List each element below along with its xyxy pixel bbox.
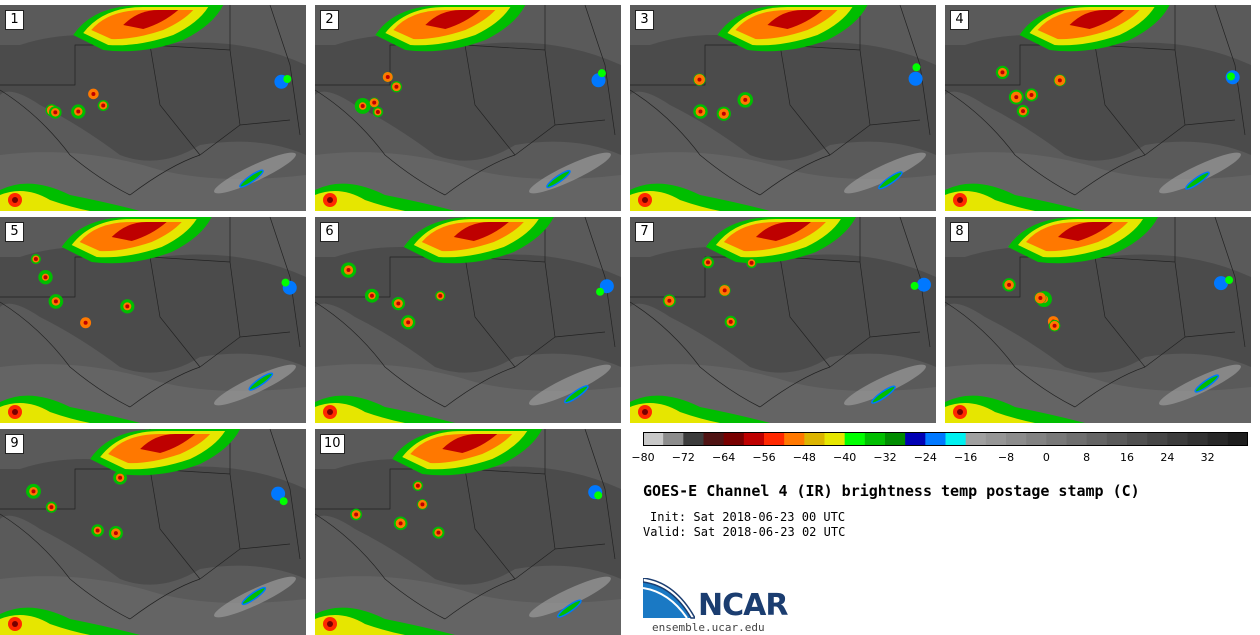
member-number-label: 9	[5, 434, 24, 454]
colorbar-tick-label: 24	[1160, 451, 1175, 464]
colorbar-segment	[1106, 432, 1128, 446]
colorbar-segment	[1086, 432, 1108, 446]
colorbar-segment	[1006, 432, 1027, 446]
colorbar-tick-label: −16	[954, 451, 978, 464]
colorbar-tick-label: 16	[1120, 451, 1134, 464]
member-number-label: 10	[320, 434, 345, 454]
colorbar-tick-label: −24	[913, 451, 937, 464]
colorbar-segment	[683, 432, 704, 446]
colorbar-segment	[925, 432, 946, 446]
colorbar-segment	[1167, 432, 1188, 446]
satellite-map	[630, 5, 936, 211]
ensemble-member-panel: 5	[0, 217, 306, 423]
colorbar-segment	[885, 432, 906, 446]
colorbar-tick-label: −56	[752, 451, 776, 464]
ensemble-member-panel: 7	[630, 217, 936, 423]
colorbar-tick-label: 8	[1083, 451, 1091, 464]
satellite-map	[945, 217, 1251, 423]
colorbar-segment	[864, 432, 886, 446]
member-number-label: 8	[950, 222, 969, 242]
colorbar-tick-label: −8	[997, 451, 1015, 464]
site-url: ensemble.ucar.edu	[652, 621, 765, 634]
ensemble-member-panel: 1	[0, 5, 306, 211]
ncar-logo-text: NCAR	[698, 588, 788, 623]
colorbar-segment	[844, 432, 866, 446]
colorbar-segment	[905, 432, 926, 446]
ensemble-member-panel: 10	[315, 429, 621, 635]
colorbar-segment	[764, 432, 785, 446]
colorbar-segment	[985, 432, 1007, 446]
colorbar-tick-label: −80	[631, 451, 655, 464]
ensemble-member-panel: 8	[945, 217, 1251, 423]
member-number-label: 2	[320, 10, 339, 30]
satellite-map	[0, 5, 306, 211]
temperature-colorbar	[643, 432, 1248, 446]
member-number-label: 1	[5, 10, 24, 30]
colorbar-segment	[743, 432, 765, 446]
member-number-label: 5	[5, 222, 24, 242]
ensemble-member-panel: 2	[315, 5, 621, 211]
product-title: GOES-E Channel 4 (IR) brightness temp po…	[643, 482, 1140, 500]
valid-time: Valid: Sat 2018-06-23 02 UTC	[643, 525, 846, 539]
member-number-label: 6	[320, 222, 339, 242]
ensemble-member-panel: 3	[630, 5, 936, 211]
colorbar-segment	[804, 432, 825, 446]
colorbar-segment	[1046, 432, 1067, 446]
colorbar-segment	[663, 432, 684, 446]
colorbar-segment	[784, 432, 805, 446]
satellite-map	[315, 217, 621, 423]
member-number-label: 4	[950, 10, 969, 30]
satellite-map	[945, 5, 1251, 211]
colorbar-segment	[1187, 432, 1209, 446]
ensemble-member-panel: 4	[945, 5, 1251, 211]
colorbar-tick-label: −64	[712, 451, 736, 464]
colorbar-tick-label: −40	[833, 451, 857, 464]
colorbar-segment	[643, 432, 664, 446]
colorbar-segment	[1127, 432, 1148, 446]
colorbar-tick-label: 0	[1042, 451, 1050, 464]
ensemble-member-panel: 6	[315, 217, 621, 423]
colorbar-segment	[1026, 432, 1047, 446]
member-number-label: 7	[635, 222, 654, 242]
colorbar-segment	[945, 432, 967, 446]
satellite-map	[0, 217, 306, 423]
colorbar-tick-label: −32	[873, 451, 897, 464]
colorbar-segment	[1066, 432, 1088, 446]
satellite-map	[315, 5, 621, 211]
colorbar-segment	[1147, 432, 1168, 446]
satellite-map	[0, 429, 306, 635]
colorbar-tick-label: 32	[1200, 451, 1215, 464]
colorbar-tick-label: −72	[671, 451, 695, 464]
colorbar-segment	[824, 432, 846, 446]
satellite-map	[315, 429, 621, 635]
satellite-map	[630, 217, 936, 423]
ncar-logo-icon	[643, 578, 695, 619]
member-number-label: 3	[635, 10, 654, 30]
colorbar-segment	[1227, 432, 1248, 446]
colorbar-segment	[703, 432, 725, 446]
colorbar-tick-label: −48	[792, 451, 816, 464]
colorbar-segment	[723, 432, 745, 446]
colorbar-segment	[965, 432, 987, 446]
colorbar-segment	[1207, 432, 1229, 446]
init-time: Init: Sat 2018-06-23 00 UTC	[650, 510, 846, 524]
ensemble-member-panel: 9	[0, 429, 306, 635]
